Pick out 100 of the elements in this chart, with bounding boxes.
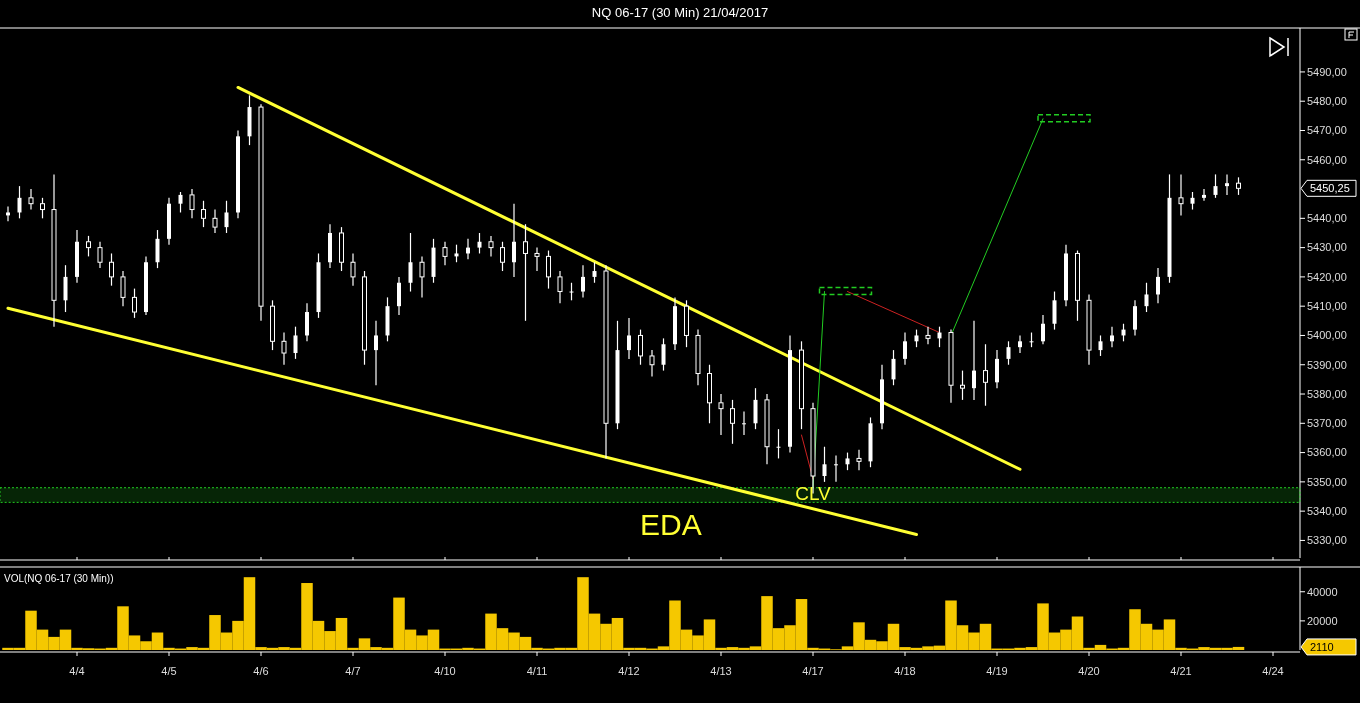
y-tick-label: 5480,00 [1307, 95, 1347, 108]
x-tick-label: 4/17 [802, 665, 824, 677]
text: VOL(NQ 06-17 (30 Min)) [4, 573, 114, 584]
y-tick-label: 5340,00 [1307, 505, 1347, 517]
candlestick [776, 428, 781, 460]
annotation: EDA [640, 508, 702, 541]
candlestick [512, 203, 516, 278]
x-tick-label: 4/13 [710, 665, 732, 677]
candlestick [742, 410, 746, 436]
candlestick [477, 232, 482, 255]
x-tick-label: 4/12 [618, 665, 640, 677]
candlestick [925, 326, 931, 345]
candlestick [891, 349, 896, 386]
candlestick [281, 331, 287, 366]
candlestick [730, 399, 735, 445]
candlestick [1133, 299, 1137, 337]
candlestick [856, 449, 862, 471]
candlestick [1202, 188, 1206, 202]
candlestick [201, 200, 206, 228]
text: 5450,25 [1310, 182, 1350, 195]
y-tick-label: 5370,00 [1307, 417, 1347, 430]
chart-title: NQ 06-17 (30 Min) 21/04/2017 [591, 5, 769, 20]
candlestick [86, 235, 91, 257]
candlestick [546, 249, 551, 290]
y-tick-label: 5400,00 [1307, 329, 1347, 342]
y-tick-label: 5360,00 [1307, 446, 1347, 459]
candlestick [120, 270, 126, 307]
candlestick [627, 317, 631, 360]
candlestick [350, 252, 356, 287]
candlestick [753, 387, 758, 430]
y-tick-label: 5460,00 [1307, 153, 1347, 166]
candlestick [397, 276, 401, 316]
candlestick [1156, 267, 1160, 304]
candlestick [834, 454, 838, 483]
x-tick-label: 4/19 [986, 665, 1008, 677]
candlestick [1225, 173, 1229, 196]
candlestick [374, 320, 378, 386]
y-tick-label: 5390,00 [1307, 358, 1347, 371]
x-tick-label: 4/5 [161, 665, 177, 677]
candlestick [178, 191, 183, 214]
candlestick [1006, 340, 1011, 366]
candlestick [155, 229, 160, 269]
x-tick-label: 4/7 [345, 665, 361, 677]
candlestick [189, 188, 195, 219]
y-tick-label: 5490,00 [1307, 65, 1347, 78]
candlestick [17, 185, 22, 219]
candlestick [1041, 314, 1045, 345]
x-tick-label: 4/20 [1078, 665, 1100, 677]
candlestick [718, 393, 724, 436]
candlestick [638, 329, 643, 366]
x-tick-label: 4/18 [894, 665, 916, 677]
candlestick [442, 241, 448, 266]
y-tick-label: 5430,00 [1307, 241, 1347, 254]
y-tick-label: 5420,00 [1307, 270, 1347, 283]
candlestick [6, 206, 10, 222]
x-tick-label: 4/11 [526, 665, 548, 677]
candlestick [1178, 173, 1184, 216]
candlestick [419, 255, 425, 298]
x-tick-label: 4/6 [253, 665, 269, 677]
y-tick-label: 5440,00 [1307, 212, 1347, 225]
candlestick [592, 261, 597, 284]
candlestick [408, 232, 413, 293]
y-tick-label: 5350,00 [1307, 475, 1347, 488]
candlestick [903, 331, 907, 366]
candlestick [822, 446, 827, 483]
candlestick [63, 264, 68, 313]
candlestick [661, 337, 666, 372]
y-tick-label: 40000 [1307, 585, 1338, 598]
candlestick [1213, 173, 1218, 199]
candlestick [960, 370, 965, 401]
candlestick [972, 320, 976, 401]
candlestick [293, 326, 298, 360]
x-tick-label: 4/21 [1170, 665, 1192, 677]
candlestick [305, 302, 309, 342]
candlestick [557, 270, 563, 304]
candlestick [995, 349, 999, 389]
candlestick [581, 264, 585, 298]
y-tick-label: 5410,00 [1307, 300, 1347, 313]
y-tick-label: 5330,00 [1307, 534, 1347, 547]
candlestick [500, 241, 505, 272]
y-tick-label: 20000 [1307, 614, 1338, 627]
candlestick [1052, 290, 1057, 331]
candlestick [28, 188, 34, 211]
candlestick [97, 241, 103, 269]
candlestick [649, 349, 655, 378]
candlestick [523, 223, 528, 322]
text: 2110 [1310, 640, 1334, 653]
candlestick [212, 208, 218, 234]
candlestick [1144, 282, 1149, 313]
candlestick [1110, 326, 1114, 348]
annotation: CLV [795, 483, 832, 505]
candlestick [534, 247, 540, 272]
candlestick [40, 197, 45, 219]
candlestick [109, 252, 114, 287]
x-tick-label: 4/24 [1262, 665, 1284, 677]
x-tick-label: 4/10 [434, 665, 456, 677]
candlestick [1018, 334, 1022, 354]
candlestick [132, 288, 137, 319]
candlestick [488, 235, 494, 257]
candlestick [983, 343, 988, 407]
